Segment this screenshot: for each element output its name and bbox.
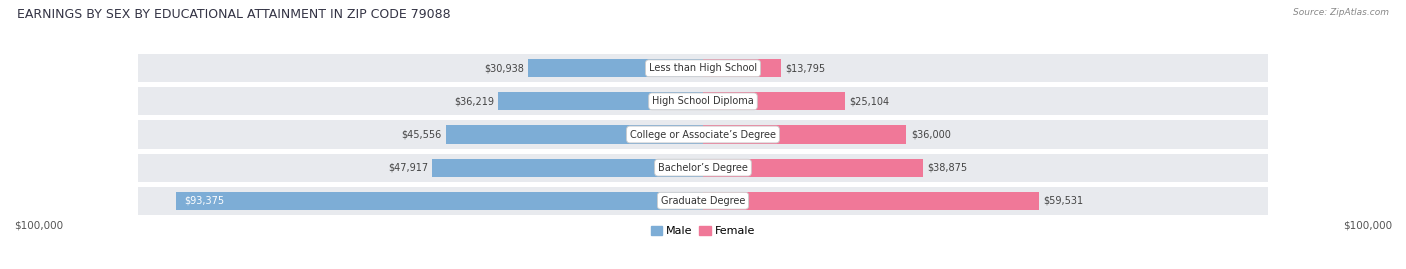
- Text: Graduate Degree: Graduate Degree: [661, 196, 745, 206]
- Text: Bachelor’s Degree: Bachelor’s Degree: [658, 162, 748, 173]
- Bar: [433, 158, 703, 177]
- Bar: [176, 192, 703, 210]
- Text: $30,938: $30,938: [484, 63, 524, 73]
- Text: $45,556: $45,556: [401, 129, 441, 140]
- Bar: [703, 92, 845, 111]
- Bar: [703, 125, 907, 144]
- Text: Source: ZipAtlas.com: Source: ZipAtlas.com: [1294, 8, 1389, 17]
- Text: $25,104: $25,104: [849, 96, 890, 107]
- Bar: [138, 154, 1268, 182]
- Text: $47,917: $47,917: [388, 162, 427, 173]
- Text: College or Associate’s Degree: College or Associate’s Degree: [630, 129, 776, 140]
- Bar: [138, 87, 1268, 115]
- Bar: [138, 187, 1268, 215]
- Text: Less than High School: Less than High School: [650, 63, 756, 73]
- Text: $36,219: $36,219: [454, 96, 494, 107]
- Text: High School Diploma: High School Diploma: [652, 96, 754, 107]
- Text: $100,000: $100,000: [14, 221, 63, 231]
- Bar: [703, 192, 1039, 210]
- Text: $59,531: $59,531: [1043, 196, 1084, 206]
- Text: $93,375: $93,375: [184, 196, 225, 206]
- Text: $13,795: $13,795: [786, 63, 825, 73]
- Text: $36,000: $36,000: [911, 129, 950, 140]
- Bar: [138, 121, 1268, 148]
- Text: $100,000: $100,000: [1343, 221, 1392, 231]
- Bar: [138, 54, 1268, 82]
- Legend: Male, Female: Male, Female: [647, 221, 759, 241]
- Text: EARNINGS BY SEX BY EDUCATIONAL ATTAINMENT IN ZIP CODE 79088: EARNINGS BY SEX BY EDUCATIONAL ATTAINMEN…: [17, 8, 450, 21]
- Bar: [703, 59, 780, 77]
- Bar: [499, 92, 703, 111]
- Bar: [446, 125, 703, 144]
- Text: $38,875: $38,875: [927, 162, 967, 173]
- Bar: [703, 158, 922, 177]
- Bar: [529, 59, 703, 77]
